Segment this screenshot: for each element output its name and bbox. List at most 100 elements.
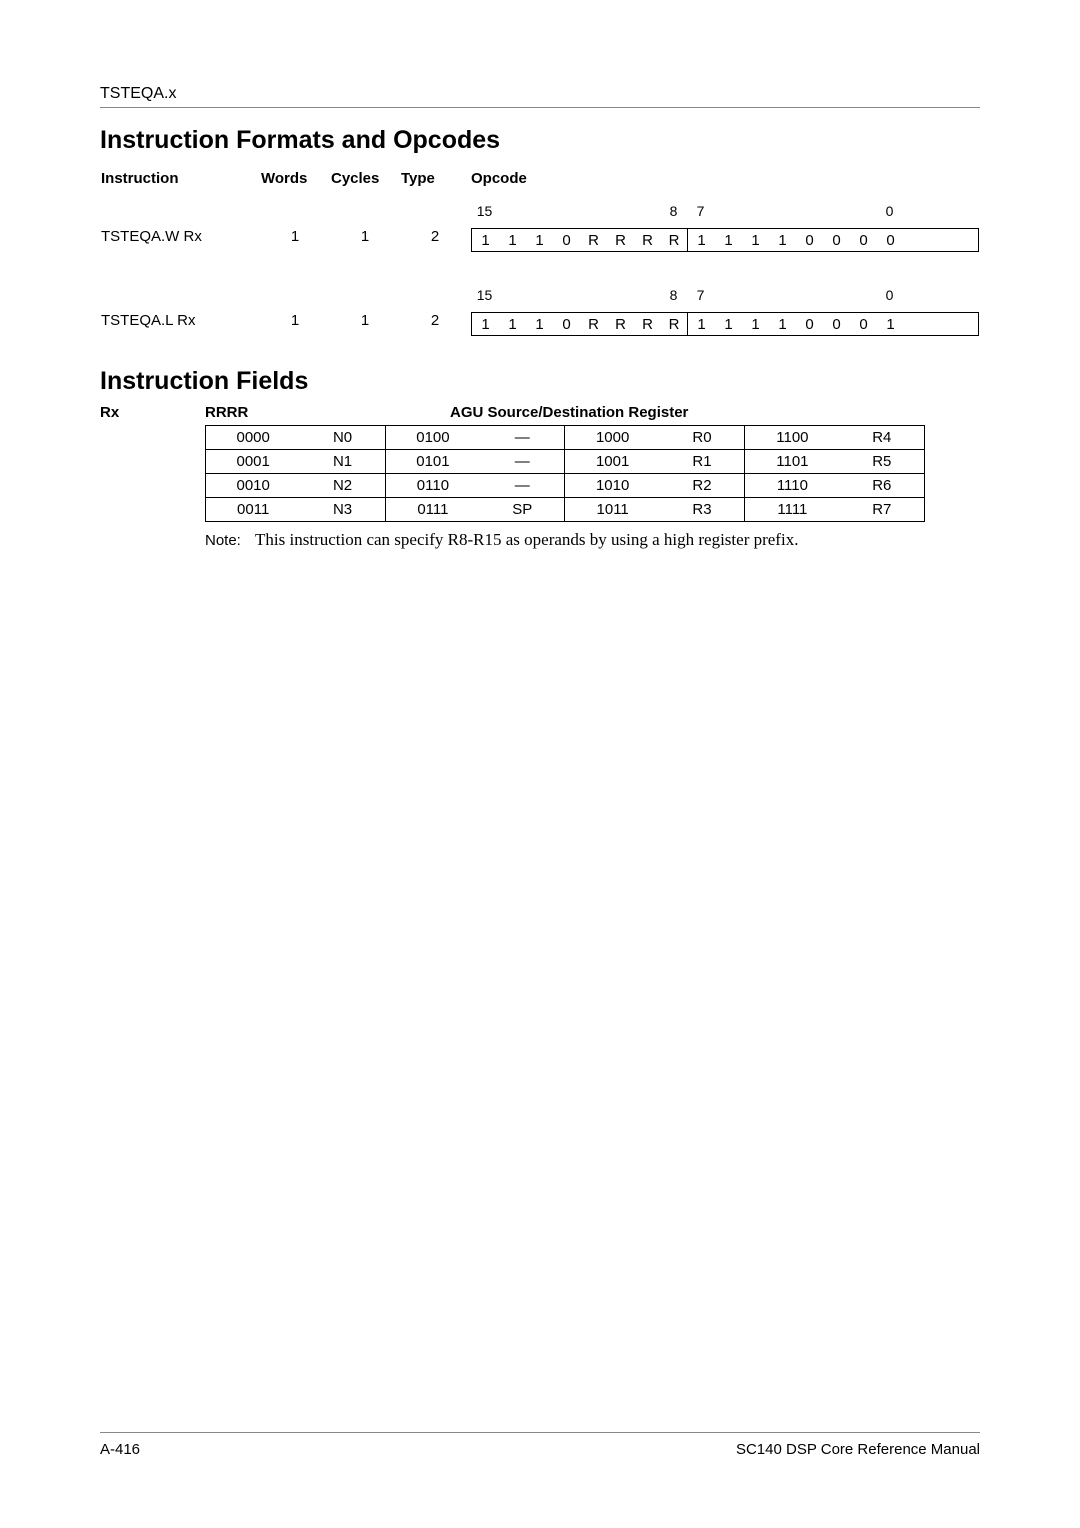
reg-code-cell: 0101: [385, 450, 480, 474]
opcode-bit-row: 1110RRRR11110000: [471, 228, 979, 252]
reg-code-cell: 1101: [745, 450, 840, 474]
opcode-bit: 1: [472, 229, 499, 251]
opcode-bit: 0: [823, 313, 850, 335]
fields-header-rrrr: RRRR: [205, 404, 450, 421]
opcode-bit: 0: [877, 229, 904, 251]
reg-code-cell: 0110: [385, 474, 480, 498]
opcode-bit: 1: [742, 229, 769, 251]
page-footer: A-416 SC140 DSP Core Reference Manual: [100, 1424, 980, 1458]
bit-index-labels: 15 87 0: [471, 287, 979, 303]
col-header-type: Type: [400, 169, 470, 197]
section-title-fields: Instruction Fields: [100, 367, 980, 396]
page-content: TSTEQA.x Instruction Formats and Opcodes…: [0, 0, 1080, 550]
reg-code-cell: 1001: [565, 450, 660, 474]
header-rule: [100, 107, 980, 108]
col-header-opcode: Opcode: [470, 169, 980, 197]
words-cell: 1: [260, 222, 330, 253]
footer-rule: [100, 1432, 980, 1433]
instruction-cell: TSTEQA.L Rx: [100, 306, 260, 337]
section-title-formats: Instruction Formats and Opcodes: [100, 126, 980, 155]
opcode-bit: 1: [742, 313, 769, 335]
opcode-bit: 1: [877, 313, 904, 335]
footer-manual-title: SC140 DSP Core Reference Manual: [736, 1441, 980, 1458]
opcode-bit: 0: [823, 229, 850, 251]
reg-name-cell: SP: [480, 498, 565, 522]
reg-name-cell: R2: [660, 474, 745, 498]
opcode-bit: 0: [850, 313, 877, 335]
opcode-bit: 1: [715, 229, 742, 251]
reg-name-cell: R1: [660, 450, 745, 474]
reg-code-cell: 0010: [206, 474, 301, 498]
opcode-bit: R: [634, 313, 661, 335]
opcode-bit: 1: [472, 313, 499, 335]
instruction-cell: TSTEQA.W Rx: [100, 222, 260, 253]
fields-header-title: AGU Source/Destination Register: [450, 404, 688, 421]
reg-name-cell: N3: [300, 498, 385, 522]
fields-header-row: Rx RRRR AGU Source/Destination Register: [100, 404, 980, 421]
reg-name-cell: R6: [840, 474, 925, 498]
cycles-cell: 1: [330, 306, 400, 337]
reg-code-cell: 0001: [206, 450, 301, 474]
reg-name-cell: R4: [840, 426, 925, 450]
reg-name-cell: N0: [300, 426, 385, 450]
reg-code-cell: 0011: [206, 498, 301, 522]
opcode-bit: 1: [526, 313, 553, 335]
reg-name-cell: —: [480, 474, 565, 498]
type-cell: 2: [400, 306, 470, 337]
reg-name-cell: R7: [840, 498, 925, 522]
opcode-bit: 1: [769, 229, 796, 251]
table-row: 0000N00100—1000R01100R4: [206, 426, 925, 450]
note-text: This instruction can specify R8-R15 as o…: [255, 530, 798, 549]
col-header-cycles: Cycles: [330, 169, 400, 197]
opcode-bit: 0: [850, 229, 877, 251]
reg-name-cell: R5: [840, 450, 925, 474]
reg-name-cell: R0: [660, 426, 745, 450]
opcode-bit-row: 1110RRRR11110001: [471, 312, 979, 336]
opcode-bit: R: [661, 313, 688, 335]
type-cell: 2: [400, 222, 470, 253]
table-row: 0011N30111SP1011R31111R7: [206, 498, 925, 522]
opcode-bit: 1: [769, 313, 796, 335]
fields-header-rx: Rx: [100, 404, 205, 421]
reg-code-cell: 1110: [745, 474, 840, 498]
reg-code-cell: 1000: [565, 426, 660, 450]
opcode-bit: 0: [553, 229, 580, 251]
opcode-bit: R: [607, 313, 634, 335]
running-header: TSTEQA.x: [100, 85, 980, 103]
cycles-cell: 1: [330, 222, 400, 253]
bit-index-labels: 15 87 0: [471, 203, 979, 219]
reg-code-cell: 0000: [206, 426, 301, 450]
reg-code-cell: 0100: [385, 426, 480, 450]
reg-name-cell: R3: [660, 498, 745, 522]
reg-code-cell: 1111: [745, 498, 840, 522]
opcode-bit: R: [580, 229, 607, 251]
reg-name-cell: N1: [300, 450, 385, 474]
table-row: 0010N20110—1010R21110R6: [206, 474, 925, 498]
reg-name-cell: —: [480, 450, 565, 474]
opcode-cell: 1110RRRR11110000: [470, 222, 980, 253]
opcode-bit: 1: [499, 313, 526, 335]
reg-code-cell: 1100: [745, 426, 840, 450]
col-header-words: Words: [260, 169, 330, 197]
opcode-bit: R: [661, 229, 688, 251]
opcode-bit: 1: [526, 229, 553, 251]
opcode-bit: R: [580, 313, 607, 335]
opcode-bit: 0: [796, 229, 823, 251]
reg-code-cell: 1011: [565, 498, 660, 522]
register-table-wrapper: 0000N00100—1000R01100R40001N10101—1001R1…: [205, 425, 980, 522]
col-header-instruction: Instruction: [100, 169, 260, 197]
reg-code-cell: 0111: [385, 498, 480, 522]
reg-name-cell: N2: [300, 474, 385, 498]
note-row: Note: This instruction can specify R8-R1…: [205, 530, 980, 550]
opcode-bit: 1: [688, 313, 715, 335]
opcode-bit: 0: [796, 313, 823, 335]
reg-name-cell: —: [480, 426, 565, 450]
reg-code-cell: 1010: [565, 474, 660, 498]
opcode-bit: 0: [553, 313, 580, 335]
formats-table: Instruction Words Cycles Type Opcode 15 …: [100, 169, 980, 337]
opcode-bit: R: [634, 229, 661, 251]
register-table: 0000N00100—1000R01100R40001N10101—1001R1…: [205, 425, 925, 522]
note-label: Note:: [205, 532, 241, 549]
opcode-bit: 1: [499, 229, 526, 251]
opcode-bit: 1: [688, 229, 715, 251]
